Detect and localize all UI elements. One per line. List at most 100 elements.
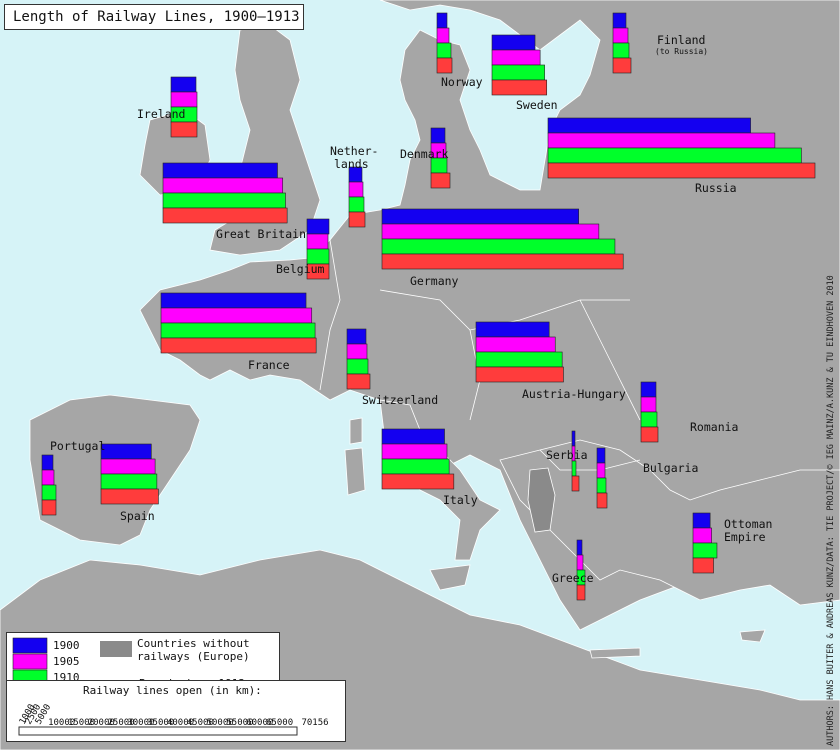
bar-norway-1905 (436, 27, 450, 44)
bar-france-1913 (160, 337, 317, 354)
label-finland-note: (to Russia) (655, 47, 708, 56)
bar-ottoman-empire-1910 (692, 542, 718, 559)
scale-tick-70156: 70156 (301, 718, 328, 728)
label-switzerland: Switzerland (362, 393, 438, 407)
bar-group-ireland (170, 76, 198, 138)
bar-spain-1905 (100, 458, 156, 475)
bar-italy-1900 (381, 428, 445, 445)
bar-russia-1905 (547, 132, 776, 149)
bar-great-britain-1905 (162, 177, 284, 194)
railway-bars (41, 12, 816, 601)
bar-switzerland-1900 (346, 328, 367, 345)
bar-russia-1900 (547, 117, 751, 134)
bar-netherlands-1910 (348, 196, 365, 213)
bar-group-italy (381, 428, 455, 490)
label-belgium: Belgium (276, 262, 325, 276)
bar-great-britain-1900 (162, 162, 278, 179)
label-portugal: Portugal (50, 439, 105, 453)
scale-graphic: Railway lines open (in km): 100025005000… (18, 684, 329, 736)
land-cyprus (739, 629, 766, 643)
bar-finland-1913 (612, 57, 632, 74)
scale-tick-55000: 55000 (226, 718, 253, 728)
no-railways-label-2: railways (Europe) (137, 650, 250, 663)
bar-group-portugal (41, 454, 57, 516)
bar-italy-1910 (381, 458, 450, 475)
bar-sweden-1910 (491, 64, 545, 81)
bar-germany-1910 (381, 238, 616, 255)
bar-group-russia (547, 117, 816, 179)
bar-denmark-1900 (430, 127, 446, 144)
bar-portugal-1910 (41, 484, 57, 501)
bar-great-britain-1910 (162, 192, 286, 209)
bar-group-switzerland (346, 328, 371, 390)
bar-group-austria-hungary (475, 321, 564, 383)
bar-bulgaria-1900 (596, 447, 606, 464)
bar-belgium-1913 (306, 263, 330, 280)
bar-ireland-1905 (170, 91, 198, 108)
bar-bulgaria-1905 (596, 462, 606, 479)
scale-tick-40000: 40000 (167, 718, 194, 728)
bar-greece-1905 (576, 554, 584, 571)
bar-austria-hungary-1913 (475, 366, 564, 383)
scale-tick-60000: 60000 (246, 718, 273, 728)
bar-ottoman-empire-1913 (692, 557, 714, 574)
bar-sweden-1905 (491, 49, 541, 66)
bar-group-great-britain (162, 162, 288, 224)
bar-group-spain (100, 443, 159, 505)
bar-ireland-1900 (170, 76, 197, 93)
bar-group-ottoman-empire (692, 512, 718, 574)
bar-greece-1913 (576, 584, 586, 601)
label-france: France (248, 358, 290, 372)
label-serbia: Serbia (546, 448, 588, 462)
bar-bulgaria-1910 (596, 477, 607, 494)
bar-netherlands-1905 (348, 181, 364, 198)
bar-austria-hungary-1910 (475, 351, 563, 368)
bar-serbia-1900 (571, 430, 576, 447)
bar-denmark-1913 (430, 172, 451, 189)
map-title-box: Length of Railway Lines, 1900–1913 (4, 4, 304, 30)
bar-belgium-1905 (306, 233, 329, 250)
label-norway: Norway (441, 75, 483, 89)
bar-group-serbia (571, 430, 580, 492)
bar-finland-1910 (612, 42, 630, 59)
land-albania (527, 467, 556, 533)
scale-tick-15000: 15000 (68, 718, 95, 728)
label-bulgaria: Bulgaria (643, 461, 698, 475)
bar-switzerland-1910 (346, 358, 369, 375)
land-crete (589, 647, 641, 659)
label-austria-hungary: Austria-Hungary (522, 387, 626, 401)
bar-finland-1900 (612, 12, 627, 29)
bar-group-france (160, 292, 317, 354)
bar-germany-1905 (381, 223, 600, 240)
bar-portugal-1900 (41, 454, 54, 471)
legend-swatch-1900 (12, 637, 48, 654)
bar-austria-hungary-1900 (475, 321, 550, 338)
legend-swatch-1905 (12, 653, 48, 670)
bar-italy-1913 (381, 473, 455, 490)
scale-tick-35000: 35000 (147, 718, 174, 728)
bar-romania-1910 (640, 411, 658, 428)
bar-ottoman-empire-1900 (692, 512, 711, 529)
land-corsica (349, 417, 363, 445)
bar-greece-1900 (576, 539, 583, 556)
bar-finland-1905 (612, 27, 629, 44)
bar-france-1905 (160, 307, 313, 324)
bar-norway-1900 (436, 12, 448, 29)
bar-group-greece (576, 539, 586, 601)
bar-group-denmark (430, 127, 451, 189)
author-credit: AUTHORS: HANS BUITER & ANDREAS KUNZ/DATA… (826, 275, 836, 746)
bar-germany-1913 (381, 253, 624, 270)
label-great-britain: Great Britain (216, 227, 306, 241)
label-netherlands-1: Nether- (330, 144, 378, 158)
bar-romania-1905 (640, 396, 657, 413)
label-russia: Russia (695, 181, 737, 195)
bar-russia-1910 (547, 147, 802, 164)
label-finland: Finland (657, 33, 705, 47)
scale-tick-10000: 10000 (48, 718, 75, 728)
bar-portugal-1913 (41, 499, 57, 516)
bar-belgium-1900 (306, 218, 330, 235)
label-sweden: Sweden (516, 98, 558, 112)
bar-serbia-1913 (571, 475, 580, 492)
label-ottoman-1: Ottoman (724, 517, 772, 531)
country-labels: Russia Germany France Great Britain Austria-… (50, 33, 772, 585)
